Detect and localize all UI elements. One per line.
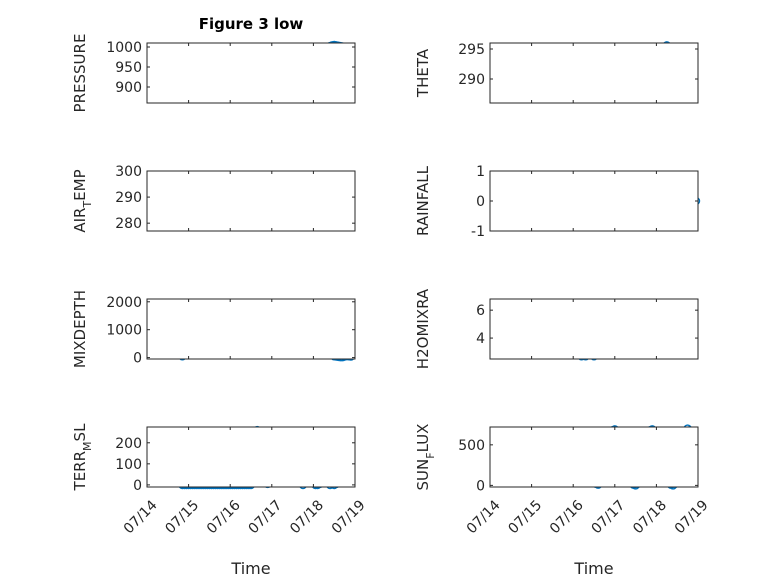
x-axis-label-right: Time — [573, 559, 613, 578]
ticks: 46 — [476, 299, 699, 359]
y-axis-label-part: EMP — [71, 169, 89, 200]
axes-frame — [146, 426, 356, 488]
ticks: -1 0 1 — [471, 164, 699, 240]
y-axis-label: AIRTEMP — [71, 169, 94, 232]
x-tick-label: 07/15 — [162, 497, 202, 537]
y-axis-label-part: TERR — [71, 451, 89, 492]
subplot-pressure: 900 950 1000 PRESSURE — [71, 34, 356, 113]
y-tick-label: 1 — [476, 164, 485, 180]
axes-frame — [489, 426, 699, 488]
x-axis-label-left: Time — [230, 559, 270, 578]
y-tick-label: 0 — [133, 351, 142, 367]
axes-frame — [489, 298, 699, 360]
y-axis-label: PRESSURE — [71, 34, 89, 113]
ticks: 280 290 300 — [115, 164, 356, 232]
y-tick-label: 950 — [115, 60, 142, 76]
y-axis-label: THETA — [414, 48, 432, 98]
y-axis-label-part: AIR — [71, 208, 89, 233]
y-tick-label: 200 — [115, 436, 142, 452]
ticks: 900 950 1000 — [106, 40, 356, 103]
y-tick-label: 0 — [476, 194, 485, 210]
y-axis-label: H2OMIXRA — [414, 288, 432, 369]
subplot-mixdepth: 0 1000 2000 MIXDEPTH — [71, 290, 356, 368]
axes-frame — [146, 170, 356, 232]
y-axis-label-subscript: T — [81, 201, 94, 209]
y-tick-label: 1000 — [106, 323, 142, 339]
y-axis-label-part: SL — [71, 423, 89, 442]
axes-frame — [146, 298, 356, 360]
x-tick-label: 07/16 — [547, 497, 587, 537]
y-tick-label: -1 — [471, 224, 485, 240]
figure-title: Figure 3 low — [199, 15, 304, 33]
y-tick-label: 295 — [458, 42, 485, 58]
y-tick-label: 6 — [476, 303, 485, 319]
x-tick-label: 07/15 — [505, 497, 545, 537]
y-tick-label: 4 — [476, 331, 485, 347]
y-axis-label: RAINFALL — [414, 165, 432, 236]
y-tick-label: 280 — [115, 216, 142, 232]
x-tick-label: 07/16 — [204, 497, 244, 537]
y-tick-label: 300 — [115, 164, 142, 180]
axes-frame — [489, 170, 699, 232]
y-axis-label: MIXDEPTH — [71, 290, 89, 368]
subplot-air_temp: 280 290 300 AIRTEMP — [71, 164, 356, 233]
y-tick-label: 0 — [133, 478, 142, 494]
y-axis-label-subscript: M — [81, 441, 94, 451]
y-tick-label: 500 — [458, 438, 485, 454]
axes-frame — [146, 42, 356, 104]
x-tick-label: 07/19 — [329, 497, 369, 537]
y-axis-label: TERRMSL — [71, 423, 94, 492]
x-tick-label: 07/18 — [630, 497, 670, 537]
y-tick-label: 2000 — [106, 295, 142, 311]
axes-frame — [489, 42, 699, 104]
ticks: 290 295 — [458, 42, 699, 103]
x-tick-label: 07/19 — [672, 497, 712, 537]
y-axis-label-part: SUN — [414, 459, 432, 491]
y-tick-label: 900 — [115, 80, 142, 96]
subplot-terr_msl: 07/14 07/15 07/16 07/17 07/18 07/19 0 100 200 TER… — [71, 423, 369, 537]
y-tick-label: 1000 — [106, 40, 142, 56]
y-tick-label: 290 — [115, 190, 142, 206]
y-axis-label-subscript: F — [424, 452, 437, 458]
y-axis-label: SUNFLUX — [414, 424, 437, 491]
subplot-sun_flux: 07/14 07/15 07/16 07/17 07/18 07/19 0 500 SUNFLU… — [414, 424, 712, 538]
y-tick-label: 100 — [115, 457, 142, 473]
ticks: 0 1000 2000 — [106, 295, 356, 367]
x-tick-label: 07/14 — [464, 497, 504, 537]
y-tick-label: 0 — [476, 478, 485, 494]
y-tick-label: 290 — [458, 72, 485, 88]
x-tick-label: 07/14 — [121, 497, 161, 537]
x-tick-label: 07/18 — [287, 497, 327, 537]
x-tick-label: 07/17 — [246, 497, 286, 537]
subplot-rainfall: -1 0 1 RAINFALL — [414, 164, 701, 240]
x-tick-label: 07/17 — [589, 497, 629, 537]
subplot-theta: 290 295 THETA — [414, 41, 699, 104]
y-axis-label-part: LUX — [414, 424, 432, 453]
